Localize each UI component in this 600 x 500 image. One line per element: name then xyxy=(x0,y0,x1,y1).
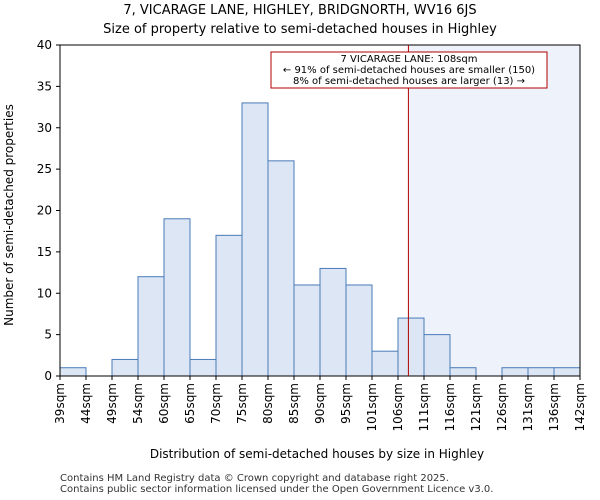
x-tick-label: 116sqm xyxy=(443,383,457,431)
x-tick-label: 136sqm xyxy=(547,383,561,431)
chart-subtitle: Size of property relative to semi-detach… xyxy=(103,22,497,37)
annotation-line-2: ← 91% of semi-detached houses are smalle… xyxy=(283,65,535,76)
bar-85sqm xyxy=(293,284,321,377)
footer-line-2: Contains public sector information licen… xyxy=(60,484,494,495)
footer-line-1: Contains HM Land Registry data © Crown c… xyxy=(60,473,449,484)
annotation-box xyxy=(270,51,548,89)
bar-70sqm xyxy=(215,234,243,377)
x-tick-label: 80sqm xyxy=(261,383,275,424)
x-tick-label: 142sqm xyxy=(573,383,587,431)
bar-101sqm xyxy=(371,350,399,377)
bar-54sqm xyxy=(137,276,165,377)
chart-title: 7, VICARAGE LANE, HIGHLEY, BRIDGNORTH, W… xyxy=(123,3,476,18)
bar-111sqm xyxy=(423,334,451,377)
bar-90sqm xyxy=(319,267,347,377)
x-tick-label: 70sqm xyxy=(209,383,223,424)
x-tick-label: 90sqm xyxy=(313,383,327,424)
y-tick-label: 5 xyxy=(44,328,52,342)
y-tick-label: 35 xyxy=(37,79,52,93)
x-tick-label: 126sqm xyxy=(495,383,509,431)
bar-106sqm xyxy=(397,317,425,377)
bar-95sqm xyxy=(345,284,373,377)
y-tick-label: 10 xyxy=(37,286,52,300)
y-tick-label: 15 xyxy=(37,245,52,259)
x-tick-label: 106sqm xyxy=(391,383,405,431)
x-tick-label: 60sqm xyxy=(157,383,171,424)
y-tick-label: 20 xyxy=(37,204,52,218)
bar-131sqm xyxy=(527,367,555,377)
x-tick-label: 101sqm xyxy=(365,383,379,431)
bar-60sqm xyxy=(163,218,191,377)
bar-116sqm xyxy=(449,367,477,377)
marker-annotation: 7 VICARAGE LANE: 108sqm ← 91% of semi-de… xyxy=(270,51,548,89)
bar-39sqm xyxy=(59,367,87,377)
annotation-line-3: 8% of semi-detached houses are larger (1… xyxy=(293,76,525,87)
x-tick-label: 121sqm xyxy=(469,383,483,431)
x-axis-label: Distribution of semi-detached houses by … xyxy=(150,447,484,461)
bar-65sqm xyxy=(189,358,217,377)
bar-136sqm xyxy=(553,367,581,377)
x-tick-label: 111sqm xyxy=(417,383,431,431)
bar-126sqm xyxy=(501,367,529,377)
x-tick-label: 75sqm xyxy=(235,383,249,424)
larger-region-highlight xyxy=(408,45,580,376)
bar-49sqm xyxy=(111,358,139,377)
x-tick-label: 131sqm xyxy=(521,383,535,431)
y-tick-label: 30 xyxy=(37,121,52,135)
y-tick-label: 40 xyxy=(37,38,52,52)
bar-75sqm xyxy=(241,102,269,377)
x-tick-label: 65sqm xyxy=(183,383,197,424)
x-tick-label: 39sqm xyxy=(53,383,67,424)
y-tick-label: 0 xyxy=(44,369,52,383)
bar-80sqm xyxy=(267,160,295,377)
x-tick-label: 44sqm xyxy=(79,383,93,424)
x-tick-label: 54sqm xyxy=(131,383,145,424)
y-tick-label: 25 xyxy=(37,162,52,176)
x-tick-label: 49sqm xyxy=(105,383,119,424)
annotation-line-1: 7 VICARAGE LANE: 108sqm xyxy=(341,54,478,65)
x-tick-label: 95sqm xyxy=(339,383,353,424)
y-axis-label: Number of semi-detached properties xyxy=(2,104,16,326)
x-tick-label: 85sqm xyxy=(287,383,301,424)
